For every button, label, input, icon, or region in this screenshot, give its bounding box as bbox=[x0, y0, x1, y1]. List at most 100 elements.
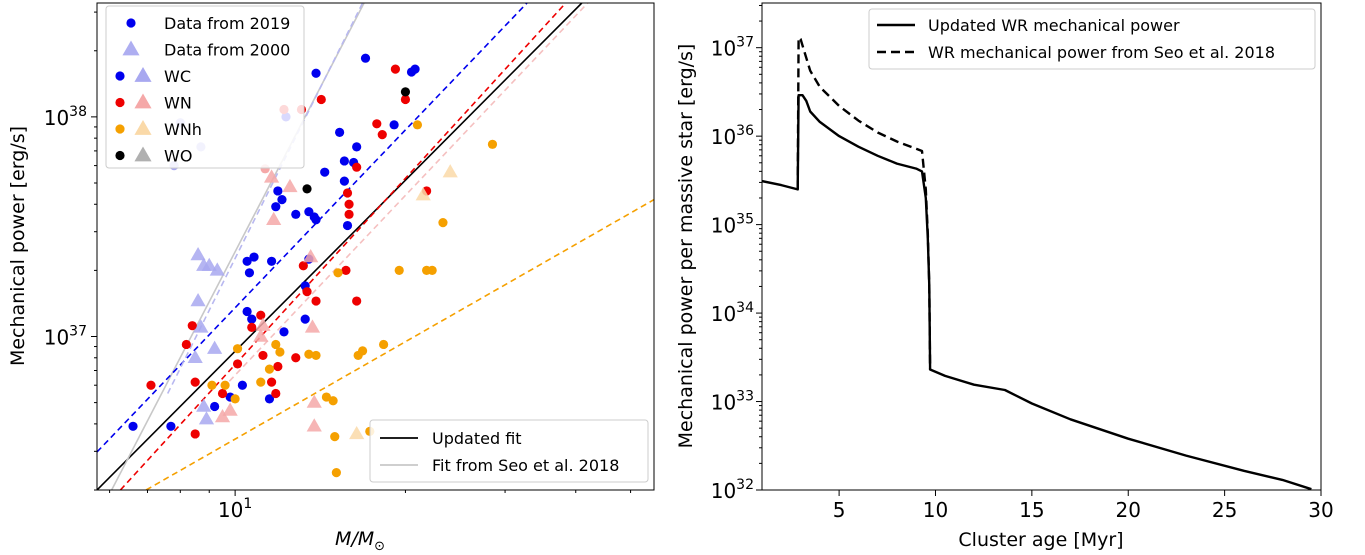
fit-line-0 bbox=[97, 3, 583, 490]
point-0-32 bbox=[360, 53, 371, 63]
legend-marker-4-a bbox=[115, 124, 125, 134]
point-2-7 bbox=[275, 347, 285, 357]
legend-label-1: Data from 2000 bbox=[164, 41, 290, 60]
left-y-axis-label: Mechanical power [erg/s] bbox=[7, 126, 29, 366]
point-1-8 bbox=[256, 310, 266, 320]
legend-label-5: WO bbox=[164, 147, 192, 166]
r-x-tick-label-4: 25 bbox=[1212, 498, 1237, 522]
legend-marker-4-b bbox=[134, 120, 152, 135]
y-tick-label-1: 1038 bbox=[44, 104, 87, 130]
point-4-6 bbox=[187, 349, 203, 363]
legend-marker-3-b bbox=[134, 93, 152, 109]
point-1-6 bbox=[232, 359, 243, 369]
legend-label-0: Data from 2019 bbox=[164, 14, 290, 33]
fit-legend-label-0: Updated fit bbox=[432, 429, 522, 448]
point-1-14 bbox=[291, 353, 301, 363]
point-0-11 bbox=[264, 394, 275, 404]
point-0-14 bbox=[273, 186, 283, 196]
legend-label-2: WC bbox=[164, 67, 191, 86]
mass-power-scatter-panel: 1037 1038 101 Data from 2019 Data from 2000… bbox=[7, 2, 655, 554]
r-x-tick-label-0: 5 bbox=[833, 498, 846, 522]
y-tick-label-0: 1037 bbox=[44, 323, 87, 349]
point-0-9 bbox=[249, 252, 259, 262]
point-1-7 bbox=[247, 322, 257, 333]
point-0-18 bbox=[300, 314, 310, 324]
point-8-0 bbox=[415, 187, 431, 201]
r-y-tick-label-1: 1033 bbox=[711, 389, 754, 415]
point-0-15 bbox=[277, 195, 287, 205]
x-tick-label-0: 101 bbox=[218, 496, 252, 522]
legend-marker-5-a bbox=[115, 150, 125, 161]
point-6-5 bbox=[282, 178, 298, 193]
point-0-25 bbox=[320, 167, 330, 177]
r-x-tick-label-2: 15 bbox=[1019, 498, 1044, 522]
point-6-10 bbox=[255, 317, 271, 331]
legend-label-4: WNh bbox=[164, 120, 202, 139]
point-4-4 bbox=[190, 293, 206, 307]
point-2-5 bbox=[264, 364, 275, 374]
fit-line-6 bbox=[221, 3, 589, 389]
right-legend: Updated WR mechanical power WR mechanical… bbox=[868, 8, 1316, 70]
point-4-8 bbox=[196, 398, 212, 412]
point-0-27 bbox=[339, 176, 349, 186]
point-3-1 bbox=[400, 87, 411, 97]
point-0-13 bbox=[271, 202, 281, 212]
point-1-2 bbox=[187, 321, 197, 331]
point-1-10 bbox=[266, 377, 277, 387]
point-2-23 bbox=[438, 218, 448, 228]
left-plot-frame bbox=[96, 2, 655, 491]
point-1-3 bbox=[190, 377, 200, 387]
point-0-17 bbox=[291, 209, 301, 219]
point-0-2 bbox=[210, 401, 220, 412]
data-points bbox=[128, 53, 498, 478]
fit-legend-box bbox=[369, 419, 649, 483]
point-2-20 bbox=[412, 120, 423, 130]
point-0-22 bbox=[311, 215, 321, 225]
point-2-9 bbox=[311, 350, 321, 361]
point-1-29 bbox=[400, 94, 411, 105]
power-curves bbox=[762, 36, 1312, 490]
point-4-7 bbox=[207, 340, 223, 354]
point-1-16 bbox=[298, 261, 308, 271]
point-0-26 bbox=[335, 127, 345, 137]
point-2-0 bbox=[207, 380, 217, 390]
point-1-28 bbox=[390, 64, 401, 74]
point-0-12 bbox=[279, 327, 289, 337]
point-4-5 bbox=[193, 319, 209, 333]
point-1-11 bbox=[271, 388, 281, 399]
point-6-8 bbox=[306, 394, 322, 408]
fit-line-4 bbox=[145, 198, 654, 490]
point-2-1 bbox=[220, 380, 230, 390]
point-0-7 bbox=[244, 268, 255, 278]
point-1-4 bbox=[190, 429, 200, 439]
point-2-14 bbox=[333, 268, 343, 278]
point-2-22 bbox=[427, 265, 437, 275]
point-2-2 bbox=[230, 394, 240, 404]
point-0-5 bbox=[242, 306, 252, 317]
point-2-13 bbox=[331, 468, 341, 478]
point-2-3 bbox=[232, 344, 243, 354]
point-0-33 bbox=[389, 120, 399, 130]
point-4-9 bbox=[198, 411, 215, 425]
legend-marker-2-a bbox=[115, 71, 125, 81]
point-4-2 bbox=[201, 257, 217, 271]
curve-0 bbox=[762, 94, 1312, 490]
fit-line-2 bbox=[97, 3, 528, 453]
point-6-1 bbox=[222, 402, 238, 416]
right-plot-frame bbox=[761, 2, 1322, 491]
right-y-axis-label: Mechanical power per massive star [erg/s… bbox=[675, 44, 697, 449]
legend-label-3: WN bbox=[164, 94, 192, 113]
r-x-tick-label-5: 30 bbox=[1308, 498, 1333, 522]
point-0-23 bbox=[311, 68, 321, 78]
legend-marker-3-a bbox=[115, 97, 125, 108]
point-0-4 bbox=[237, 380, 247, 390]
power-vs-age-panel: 5 10 15 20 25 30 1032 1033 1034 1035 1036 1037 Upda… bbox=[675, 2, 1334, 551]
legend-marker-0 bbox=[126, 18, 136, 28]
point-2-11 bbox=[328, 396, 338, 406]
r-legend-label-1: WR mechanical power from Seo et al. 2018 bbox=[928, 43, 1275, 62]
r-y-tick-label-4: 1036 bbox=[711, 123, 754, 149]
point-2-8 bbox=[304, 349, 314, 359]
point-1-5 bbox=[217, 388, 228, 399]
point-8-2 bbox=[349, 425, 365, 440]
point-0-8 bbox=[242, 256, 252, 266]
